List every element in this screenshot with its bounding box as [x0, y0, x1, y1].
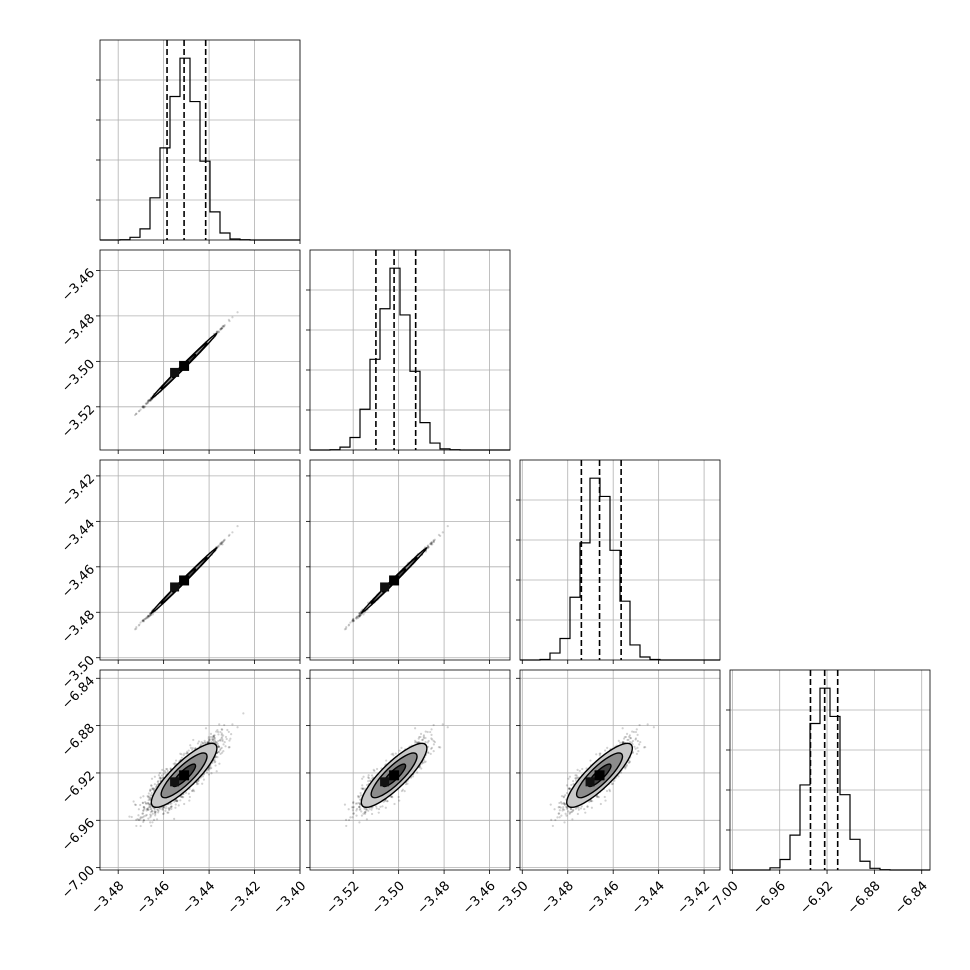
- density-peak: [179, 360, 190, 371]
- sample-point: [446, 525, 449, 528]
- sample-point: [142, 405, 145, 408]
- sample-point: [221, 326, 224, 329]
- sample-point: [141, 405, 144, 408]
- sample-point: [236, 525, 239, 528]
- sample-point: [217, 330, 220, 333]
- density-peak: [380, 582, 390, 592]
- sample-point: [142, 405, 145, 409]
- sample-point: [218, 544, 221, 547]
- sample-point: [358, 612, 361, 615]
- sample-point: [220, 326, 223, 330]
- density-peak: [389, 575, 400, 586]
- sample-point: [227, 318, 230, 321]
- sample-point: [146, 400, 149, 403]
- sample-point: [146, 401, 149, 405]
- sample-point: [144, 405, 147, 408]
- sample-point: [137, 410, 140, 413]
- sample-point: [430, 541, 433, 544]
- sample-point: [439, 534, 442, 537]
- sample-point: [433, 538, 436, 541]
- sample-point: [141, 404, 145, 408]
- density-peak: [170, 367, 180, 377]
- sample-point: [147, 399, 150, 402]
- sample-point: [220, 327, 223, 330]
- sample-point: [144, 402, 147, 405]
- sample-point: [141, 405, 144, 408]
- sample-point: [228, 319, 231, 323]
- sample-point: [133, 413, 137, 417]
- sample-point: [148, 398, 151, 402]
- sample-point: [355, 616, 358, 619]
- sample-point: [145, 402, 148, 405]
- sample-point: [147, 400, 150, 403]
- panel-2-1: [306, 459, 511, 664]
- sample-point: [222, 325, 225, 328]
- panel-2-2: [516, 459, 721, 664]
- panel-frame: [99, 459, 301, 661]
- sample-point: [218, 762, 221, 765]
- sample-point: [347, 623, 351, 626]
- sample-point: [135, 627, 138, 630]
- sample-point: [236, 311, 239, 314]
- sample-point: [223, 324, 226, 327]
- sample-point: [441, 531, 444, 534]
- sample-point: [215, 330, 219, 333]
- panel-3-0: [96, 669, 301, 874]
- sample-point: [231, 316, 234, 319]
- sample-point: [146, 401, 150, 404]
- sample-point: [147, 792, 150, 795]
- sample-point: [220, 327, 223, 330]
- sample-point: [221, 325, 224, 328]
- sample-point: [147, 399, 151, 402]
- sample-point: [227, 534, 230, 537]
- sample-point: [432, 541, 435, 544]
- sample-point: [344, 627, 348, 630]
- sample-point: [141, 619, 144, 622]
- sample-point: [219, 328, 222, 331]
- sample-point: [427, 546, 430, 549]
- sample-point: [218, 330, 221, 334]
- panel-1-1: [306, 249, 511, 454]
- sample-point: [138, 623, 141, 626]
- sample-point: [152, 818, 156, 821]
- sample-point: [430, 543, 433, 546]
- sample-point: [138, 409, 141, 413]
- sample-point: [149, 399, 152, 402]
- sample-point: [142, 406, 145, 409]
- sample-point: [220, 327, 223, 330]
- sample-point: [426, 544, 430, 547]
- sample-point: [139, 621, 142, 624]
- panel-2-0: [96, 459, 301, 664]
- panel-0-0: [96, 39, 301, 244]
- sample-point: [149, 399, 152, 402]
- density-peak: [170, 582, 180, 592]
- sample-point: [231, 531, 234, 534]
- sample-point: [141, 406, 144, 409]
- histogram-p0: [100, 57, 300, 241]
- density-peak: [179, 575, 190, 586]
- sample-point: [349, 621, 352, 624]
- sample-point: [351, 619, 354, 622]
- sample-point: [173, 817, 176, 820]
- panel-frame: [309, 459, 511, 661]
- sample-point: [219, 328, 222, 331]
- sample-point: [147, 399, 150, 402]
- sample-point: [217, 331, 220, 334]
- sample-point: [147, 399, 150, 403]
- histogram-p1: [310, 267, 510, 451]
- sample-point: [223, 325, 226, 328]
- sample-point: [219, 327, 222, 330]
- sample-point: [223, 538, 226, 541]
- sample-point: [149, 398, 152, 402]
- panel-1-0: [96, 249, 301, 454]
- sample-point: [221, 541, 224, 544]
- sample-point: [145, 616, 148, 619]
- panel-frame: [99, 39, 301, 241]
- sample-point: [135, 412, 138, 416]
- sample-point: [143, 405, 146, 408]
- sample-point: [148, 399, 152, 402]
- histogram-p2: [520, 477, 720, 661]
